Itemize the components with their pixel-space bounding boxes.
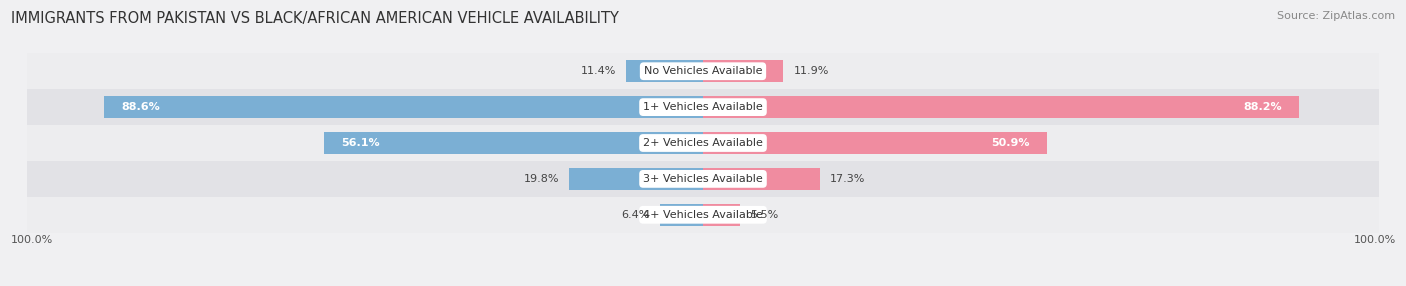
Text: 4+ Vehicles Available: 4+ Vehicles Available: [643, 210, 763, 220]
Bar: [27, 161, 1379, 197]
Text: Source: ZipAtlas.com: Source: ZipAtlas.com: [1277, 11, 1395, 21]
Bar: [27, 125, 1379, 161]
Bar: [703, 60, 783, 82]
Bar: [703, 132, 1047, 154]
Text: 17.3%: 17.3%: [830, 174, 866, 184]
Bar: [703, 96, 1299, 118]
Text: 2+ Vehicles Available: 2+ Vehicles Available: [643, 138, 763, 148]
Bar: [104, 96, 703, 118]
Text: 50.9%: 50.9%: [991, 138, 1031, 148]
Text: 11.4%: 11.4%: [581, 66, 616, 76]
Text: 88.6%: 88.6%: [121, 102, 160, 112]
Bar: [27, 197, 1379, 233]
Bar: [27, 89, 1379, 125]
Text: 1+ Vehicles Available: 1+ Vehicles Available: [643, 102, 763, 112]
Bar: [569, 168, 703, 190]
Bar: [323, 132, 703, 154]
Bar: [659, 204, 703, 226]
Bar: [27, 53, 1379, 89]
Text: 19.8%: 19.8%: [523, 174, 560, 184]
Bar: [703, 168, 820, 190]
Text: 5.5%: 5.5%: [751, 210, 779, 220]
Text: 56.1%: 56.1%: [340, 138, 380, 148]
Text: IMMIGRANTS FROM PAKISTAN VS BLACK/AFRICAN AMERICAN VEHICLE AVAILABILITY: IMMIGRANTS FROM PAKISTAN VS BLACK/AFRICA…: [11, 11, 619, 26]
Text: No Vehicles Available: No Vehicles Available: [644, 66, 762, 76]
Text: 3+ Vehicles Available: 3+ Vehicles Available: [643, 174, 763, 184]
Text: 100.0%: 100.0%: [10, 235, 52, 245]
Bar: [703, 204, 740, 226]
Text: 6.4%: 6.4%: [621, 210, 650, 220]
Bar: [626, 60, 703, 82]
Text: 11.9%: 11.9%: [793, 66, 830, 76]
Text: 100.0%: 100.0%: [1354, 235, 1396, 245]
Text: 88.2%: 88.2%: [1243, 102, 1282, 112]
